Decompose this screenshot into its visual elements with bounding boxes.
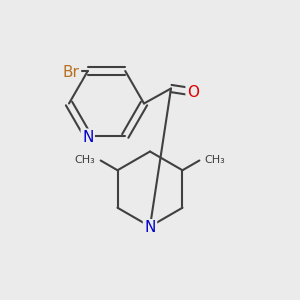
Text: N: N: [144, 220, 156, 236]
Text: CH₃: CH₃: [205, 155, 226, 165]
Text: Br: Br: [63, 65, 80, 80]
Text: O: O: [187, 85, 199, 100]
Text: N: N: [82, 130, 93, 145]
Text: CH₃: CH₃: [74, 155, 95, 165]
